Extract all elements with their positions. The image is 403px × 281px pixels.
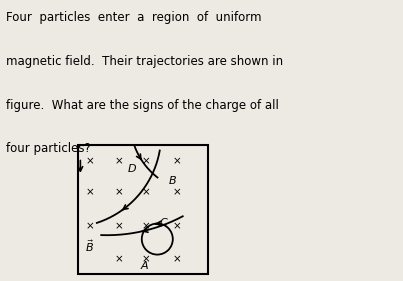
Text: Four  particles  enter  a  region  of  uniform: Four particles enter a region of uniform xyxy=(6,11,262,24)
Text: ×: × xyxy=(114,187,123,198)
Text: ×: × xyxy=(141,221,150,231)
Text: ×: × xyxy=(114,157,123,167)
Text: ×: × xyxy=(141,157,150,167)
Text: ×: × xyxy=(172,255,181,265)
Text: $\vec{B}$: $\vec{B}$ xyxy=(85,238,94,254)
Text: ×: × xyxy=(86,187,94,198)
Text: ×: × xyxy=(114,255,123,265)
Text: ×: × xyxy=(172,157,181,167)
Text: figure.  What are the signs of the charge of all: figure. What are the signs of the charge… xyxy=(6,99,279,112)
Text: ×: × xyxy=(141,255,150,265)
Text: ×: × xyxy=(86,157,94,167)
Text: four particles?: four particles? xyxy=(6,142,91,155)
Text: ×: × xyxy=(141,187,150,198)
Text: D: D xyxy=(128,164,136,174)
Text: ×: × xyxy=(86,221,94,231)
Text: B: B xyxy=(168,176,176,186)
Text: ×: × xyxy=(172,187,181,198)
Text: A: A xyxy=(141,260,148,271)
Text: C: C xyxy=(160,218,168,228)
Text: ×: × xyxy=(114,221,123,231)
Text: magnetic field.  Their trajectories are shown in: magnetic field. Their trajectories are s… xyxy=(6,55,283,68)
Text: ×: × xyxy=(172,221,181,231)
